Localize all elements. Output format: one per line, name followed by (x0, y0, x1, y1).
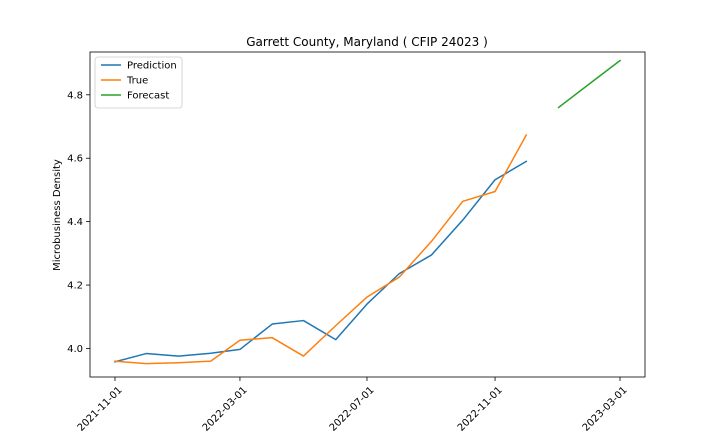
x-axis: 2021-11-01 2022-03-01 2022-07-01 2022-11-01… (76, 377, 630, 432)
x-tick-label: 2021-11-01 (76, 385, 125, 432)
chart-title: Garrett County, Maryland ( CFIP 24023 ) (246, 35, 488, 49)
x-tick-label: 2022-11-01 (456, 385, 505, 432)
x-tick-label: 2022-03-01 (201, 385, 250, 432)
plot-lines (114, 59, 622, 365)
y-tick-label: 4.2 (67, 281, 83, 292)
y-axis-title: Microbusiness Density (52, 159, 63, 271)
legend-entry: Prediction (127, 61, 177, 72)
legend: Prediction True Forecast (94, 56, 183, 109)
y-tick-label: 4.8 (67, 90, 83, 101)
legend-entry: Forecast (127, 91, 169, 102)
legend-entry: True (126, 76, 148, 87)
series-line-forecast (557, 59, 622, 109)
y-tick-label: 4.4 (67, 217, 83, 228)
y-tick-label: 4.6 (67, 154, 83, 165)
series-line-prediction (114, 160, 528, 363)
series-line-true (114, 134, 528, 365)
plot-frame (89, 51, 646, 378)
x-tick-label: 2023-03-01 (581, 385, 630, 432)
y-tick-label: 4.0 (67, 344, 83, 355)
x-tick-label: 2022-07-01 (328, 385, 377, 432)
y-axis: 4.0 4.2 4.4 4.6 4.8 (67, 90, 90, 355)
